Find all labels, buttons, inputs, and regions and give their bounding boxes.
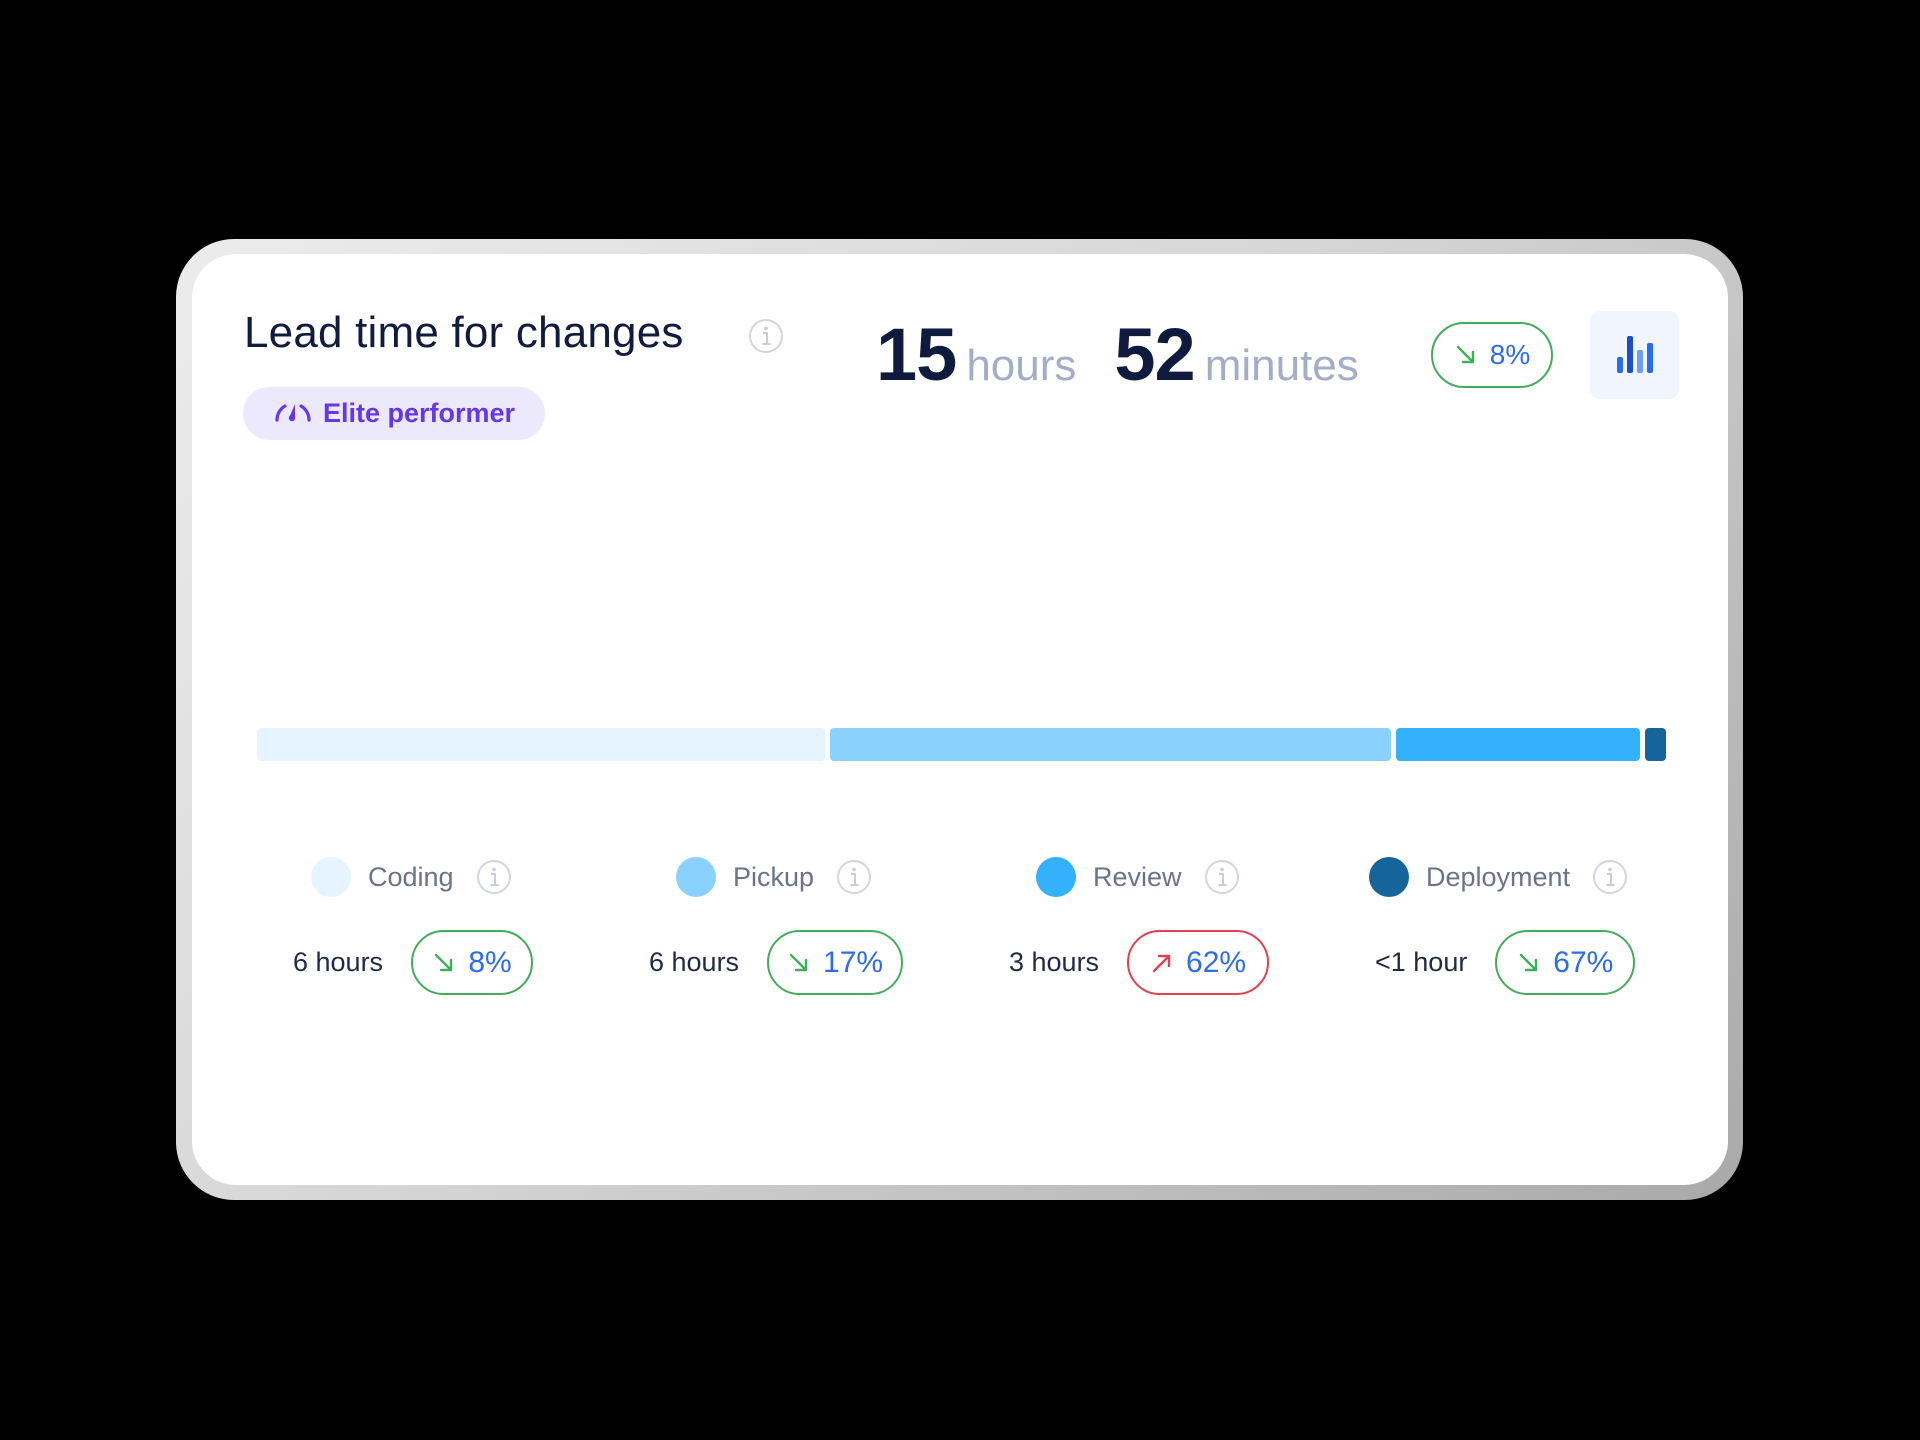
info-icon[interactable]: [748, 318, 784, 354]
elite-performer-label: Elite performer: [322, 398, 516, 428]
legend-label: Pickup: [733, 861, 815, 892]
arrow-up-right-icon: [1150, 951, 1174, 975]
hours-unit: hours: [966, 341, 1077, 390]
stage-duration: 6 hours: [649, 947, 740, 977]
info-icon[interactable]: [1592, 859, 1628, 895]
coding-dot-icon: [311, 857, 351, 897]
minutes-unit: minutes: [1204, 341, 1359, 390]
deployment-dot-icon: [1369, 857, 1409, 897]
legend-item-review: Review: [1036, 857, 1240, 897]
stage-stat-pickup: 6 hours 17%: [649, 930, 904, 995]
legend-item-deployment: Deployment: [1369, 857, 1628, 897]
pickup-dot-icon: [676, 857, 716, 897]
stage-duration: 3 hours: [1009, 947, 1100, 977]
arrow-down-right-icon: [1454, 343, 1478, 367]
stage-trend-value: 67%: [1553, 945, 1614, 979]
stage-stat-deployment: <1 hour 67%: [1375, 930, 1636, 995]
legend-label: Review: [1093, 861, 1182, 892]
card-title: Lead time for changes: [244, 308, 684, 357]
total-trend-badge: 8%: [1431, 322, 1553, 388]
info-icon[interactable]: [1204, 859, 1240, 895]
legend-label: Deployment: [1426, 861, 1571, 892]
stage-trend-badge: 62%: [1127, 930, 1270, 995]
stage-trend-badge: 8%: [411, 930, 534, 995]
total-lead-time: 15 hours 52 minutes: [876, 312, 1359, 402]
stacked-bar: [257, 728, 1666, 761]
total-trend-value: 8%: [1489, 339, 1531, 370]
info-icon[interactable]: [836, 859, 872, 895]
stage-trend-value: 17%: [823, 945, 884, 979]
minutes-value: 52: [1114, 313, 1195, 396]
bar-segment-coding[interactable]: [257, 728, 825, 761]
arrow-down-right-icon: [787, 951, 811, 975]
legend-item-pickup: Pickup: [676, 857, 872, 897]
legend-label: Coding: [368, 861, 454, 892]
stage-stat-coding: 6 hours 8%: [293, 930, 534, 995]
stage-duration: 6 hours: [293, 947, 384, 977]
bar-chart-icon: [1615, 331, 1655, 380]
bar-segment-review[interactable]: [1396, 728, 1640, 761]
stage-duration: <1 hour: [1375, 947, 1468, 977]
hours-value: 15: [876, 313, 957, 396]
review-dot-icon: [1036, 857, 1076, 897]
bar-segment-deployment[interactable]: [1645, 728, 1666, 761]
stage-trend-value: 8%: [468, 945, 512, 979]
arrow-down-right-icon: [1517, 951, 1541, 975]
stage-stat-review: 3 hours 62%: [1009, 930, 1270, 995]
stage-trend-value: 62%: [1186, 945, 1247, 979]
chart-view-button[interactable]: [1590, 311, 1679, 399]
stage-trend-badge: 67%: [1495, 930, 1636, 995]
bar-segment-pickup[interactable]: [830, 728, 1391, 761]
arrow-down-right-icon: [432, 951, 456, 975]
stage-trend-badge: 17%: [767, 930, 904, 995]
legend-item-coding: Coding: [311, 857, 512, 897]
info-icon[interactable]: [476, 859, 512, 895]
speedometer-icon: [273, 398, 313, 429]
elite-performer-badge: Elite performer: [243, 387, 545, 440]
